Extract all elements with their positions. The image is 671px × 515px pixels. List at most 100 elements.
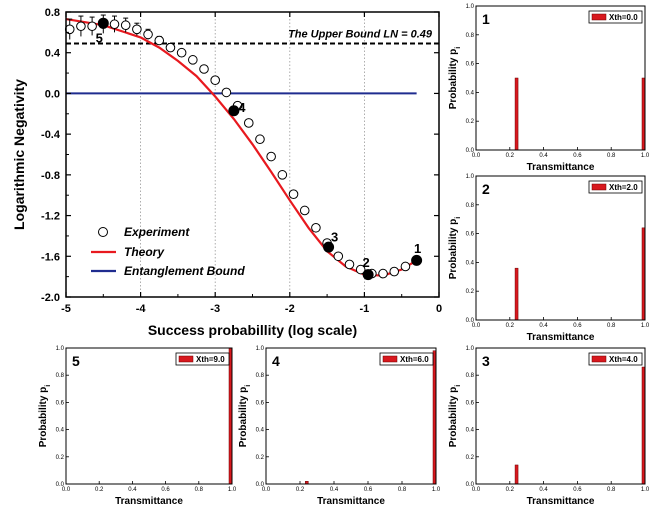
- x-axis-label: Transmittance: [527, 332, 595, 343]
- experiment-marker: [143, 29, 153, 40]
- experiment-point: [132, 22, 142, 36]
- experiment-marker: [188, 55, 198, 65]
- experiment-point: [344, 259, 355, 270]
- y-tick-label: 0.8: [45, 7, 60, 19]
- x-tick-label: 0.6: [364, 487, 373, 493]
- experiment-marker: [389, 266, 400, 277]
- point-label-5: 5: [96, 31, 103, 46]
- experiment-marker: [87, 21, 97, 32]
- x-tick-label: -3: [210, 303, 220, 315]
- panel-number: 2: [482, 181, 490, 197]
- x-tick-label: 0: [436, 303, 442, 315]
- bar-panel-4: 0.0 0.2 0.4 0.6 0.8 1.0 0.0 0.2 0.4 0.6 0.8 1.0 Tran…: [238, 346, 441, 507]
- x-axis-label: Transmittance: [317, 496, 385, 507]
- y-tick-label: 0.6: [56, 400, 65, 406]
- bar-panel-frame: [65, 347, 233, 485]
- x-tick-label: 0.2: [296, 487, 305, 493]
- x-tick-label: 0.4: [330, 487, 339, 493]
- bar-legend-label: Xth=9.0: [196, 355, 225, 364]
- y-tick-label: 0.0: [466, 148, 475, 154]
- y-tick-label: 0.0: [466, 318, 475, 324]
- y-tick-label: 0.8: [56, 373, 65, 379]
- x-tick-label: 0.4: [539, 153, 548, 159]
- y-axis-label-subscript: i: [455, 47, 462, 49]
- experiment-point: [143, 28, 153, 40]
- experiment-marker: [255, 134, 265, 145]
- bar-legend-swatch: [382, 355, 398, 363]
- main-legend: Experiment Theory Entanglement Bound: [91, 225, 245, 278]
- experiment-point: [87, 16, 97, 36]
- x-axis-label: Transmittance: [115, 496, 183, 507]
- bar-legend-label: Xth=6.0: [400, 355, 429, 364]
- experiment-marker: [288, 189, 299, 199]
- y-axis-label-main: Probability p: [448, 387, 459, 448]
- y-tick-label: 0.0: [466, 482, 475, 488]
- bar-panel-1: 0.0 0.2 0.4 0.6 0.8 1.0 0.0 0.2 0.4 0.6 0.8 1.0 Tran…: [448, 4, 650, 173]
- y-tick-label: 0.8: [256, 373, 265, 379]
- experiment-marker: [132, 24, 142, 35]
- x-tick-label: 0.4: [539, 487, 548, 493]
- y-axis-label: Logarithmic Negativity: [11, 79, 27, 230]
- x-tick-label: -1: [360, 303, 370, 315]
- x-tick-label: -2: [285, 303, 295, 315]
- experiment-point: [266, 151, 276, 162]
- bar-panel-frame: [475, 175, 646, 321]
- highlighted-point-2: [362, 269, 374, 281]
- x-axis-label: Success probabillity (log scale): [148, 322, 357, 338]
- experiment-point: [188, 55, 198, 65]
- bar-legend-swatch: [591, 13, 607, 21]
- bar: [514, 267, 519, 321]
- experiment-point: [221, 87, 232, 98]
- y-tick-label: 0.6: [256, 400, 265, 406]
- y-tick-label: 1.0: [466, 346, 475, 352]
- x-tick-label: 0.4: [539, 323, 548, 329]
- y-tick-label: 1.0: [56, 346, 65, 352]
- bar-panel-frame: [265, 347, 437, 485]
- y-tick-label: 0.6: [466, 232, 475, 238]
- y-tick-label: 0.8: [466, 33, 475, 39]
- highlighted-point-3: [323, 241, 335, 253]
- experiment-point: [389, 266, 400, 277]
- experiment-point: [277, 170, 288, 180]
- y-tick-label: 0.2: [56, 455, 65, 461]
- y-tick-label: -1.6: [41, 251, 60, 263]
- experiment-marker: [333, 251, 344, 262]
- bar-panel-3: 0.0 0.2 0.4 0.6 0.8 1.0 0.0 0.2 0.4 0.6 0.8 1.0 Tran…: [448, 346, 650, 507]
- experiment-point: [355, 264, 366, 275]
- bar: [514, 77, 519, 151]
- experiment-point: [165, 42, 176, 53]
- y-tick-label: 0.4: [466, 428, 475, 434]
- upper-bound-label: The Upper Bound LN = 0.49: [288, 29, 433, 41]
- y-axis-label-subscript: i: [245, 385, 252, 387]
- experiment-point: [109, 15, 120, 33]
- x-tick-label: 0.2: [95, 487, 104, 493]
- y-axis-label: Probability pi: [238, 385, 252, 448]
- y-tick-label: 0.2: [466, 455, 475, 461]
- experiment-marker: [299, 205, 310, 216]
- x-tick-label: 0.6: [573, 487, 582, 493]
- bar-legend-label: Xth=2.0: [609, 183, 638, 192]
- experiment-marker: [120, 20, 131, 31]
- x-tick-label: 1.0: [641, 323, 650, 329]
- y-tick-label: 1.0: [466, 174, 475, 180]
- x-tick-label: 0.6: [161, 487, 170, 493]
- experiment-marker: [154, 35, 165, 46]
- y-tick-label: 0.2: [466, 119, 475, 125]
- y-tick-label: 0.0: [45, 88, 60, 100]
- y-axis-label: Probability pi: [448, 385, 462, 448]
- y-tick-label: 0.4: [256, 428, 265, 434]
- panel-number: 1: [482, 11, 490, 27]
- bar-panel-2: 0.0 0.2 0.4 0.6 0.8 1.0 0.0 0.2 0.4 0.6 0.8 1.0 Tran…: [448, 174, 650, 343]
- bar-panel-frame: [475, 347, 646, 485]
- experiment-marker: [243, 118, 254, 128]
- experiment-point: [199, 64, 209, 74]
- point-label-1: 1: [414, 241, 421, 256]
- x-tick-label: 0.8: [607, 323, 616, 329]
- bar: [514, 464, 519, 485]
- bar-legend-swatch: [591, 355, 607, 363]
- experiment-point: [176, 47, 187, 58]
- x-tick-label: 1.0: [641, 153, 650, 159]
- x-tick-label: 0.0: [262, 487, 271, 493]
- y-tick-label: 0.2: [466, 289, 475, 295]
